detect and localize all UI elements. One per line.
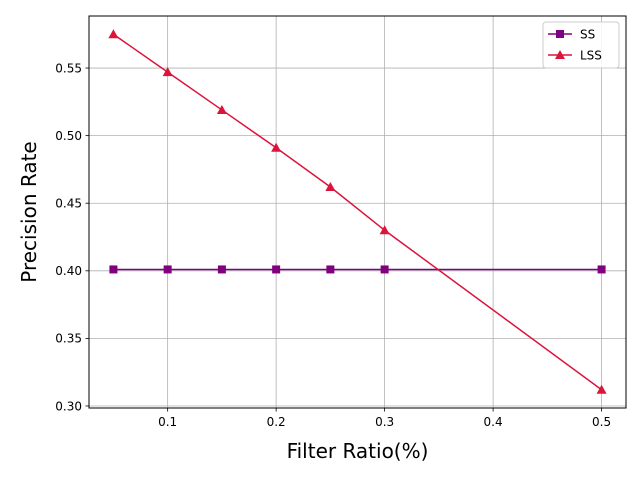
legend: SS LSS [542, 21, 620, 69]
data-point-lss [596, 384, 607, 394]
x-axis-label: Filter Ratio(%) [287, 439, 429, 463]
plot-frame [88, 15, 627, 409]
data-point-ss [380, 265, 389, 274]
data-point-ss [109, 265, 118, 274]
data-point-ss [217, 265, 226, 274]
legend-marker-lss [555, 50, 565, 59]
legend-marker-ss [556, 30, 564, 38]
data-point-lss [325, 181, 336, 191]
ticks: 0.1 0.2 0.3 0.4 0.5 0.30 0.35 0.40 0.45 0.50 0.55 [55, 61, 611, 429]
x-tick-label: 0.4 [484, 415, 503, 429]
data-point-lss [216, 104, 227, 114]
y-axis-label: Precision Rate [17, 141, 41, 282]
data-point-ss [163, 265, 172, 274]
x-tick-label: 0.3 [375, 415, 394, 429]
grid [89, 16, 626, 408]
series-lss [108, 29, 607, 394]
x-tick-label: 0.5 [592, 415, 611, 429]
data-point-lss [379, 225, 390, 235]
series-line-lss [112, 33, 603, 391]
y-tick-label: 0.45 [55, 197, 82, 211]
y-tick-label: 0.55 [55, 61, 82, 75]
data-point-lss [108, 29, 119, 39]
data-point-ss [326, 265, 335, 274]
y-tick-label: 0.50 [55, 129, 82, 143]
data-point-ss [272, 265, 281, 274]
legend-label-ss: SS [580, 27, 595, 41]
x-tick-label: 0.1 [158, 415, 177, 429]
data-point-lss [162, 67, 173, 77]
series-layer [108, 29, 607, 394]
data-point-ss [597, 265, 606, 274]
y-tick-label: 0.40 [55, 264, 82, 278]
y-tick-label: 0.30 [55, 399, 82, 413]
y-tick-label: 0.35 [55, 332, 82, 346]
legend-label-lss: LSS [580, 48, 602, 62]
series-ss [109, 265, 606, 274]
data-point-lss [271, 142, 282, 152]
x-tick-label: 0.2 [267, 415, 286, 429]
